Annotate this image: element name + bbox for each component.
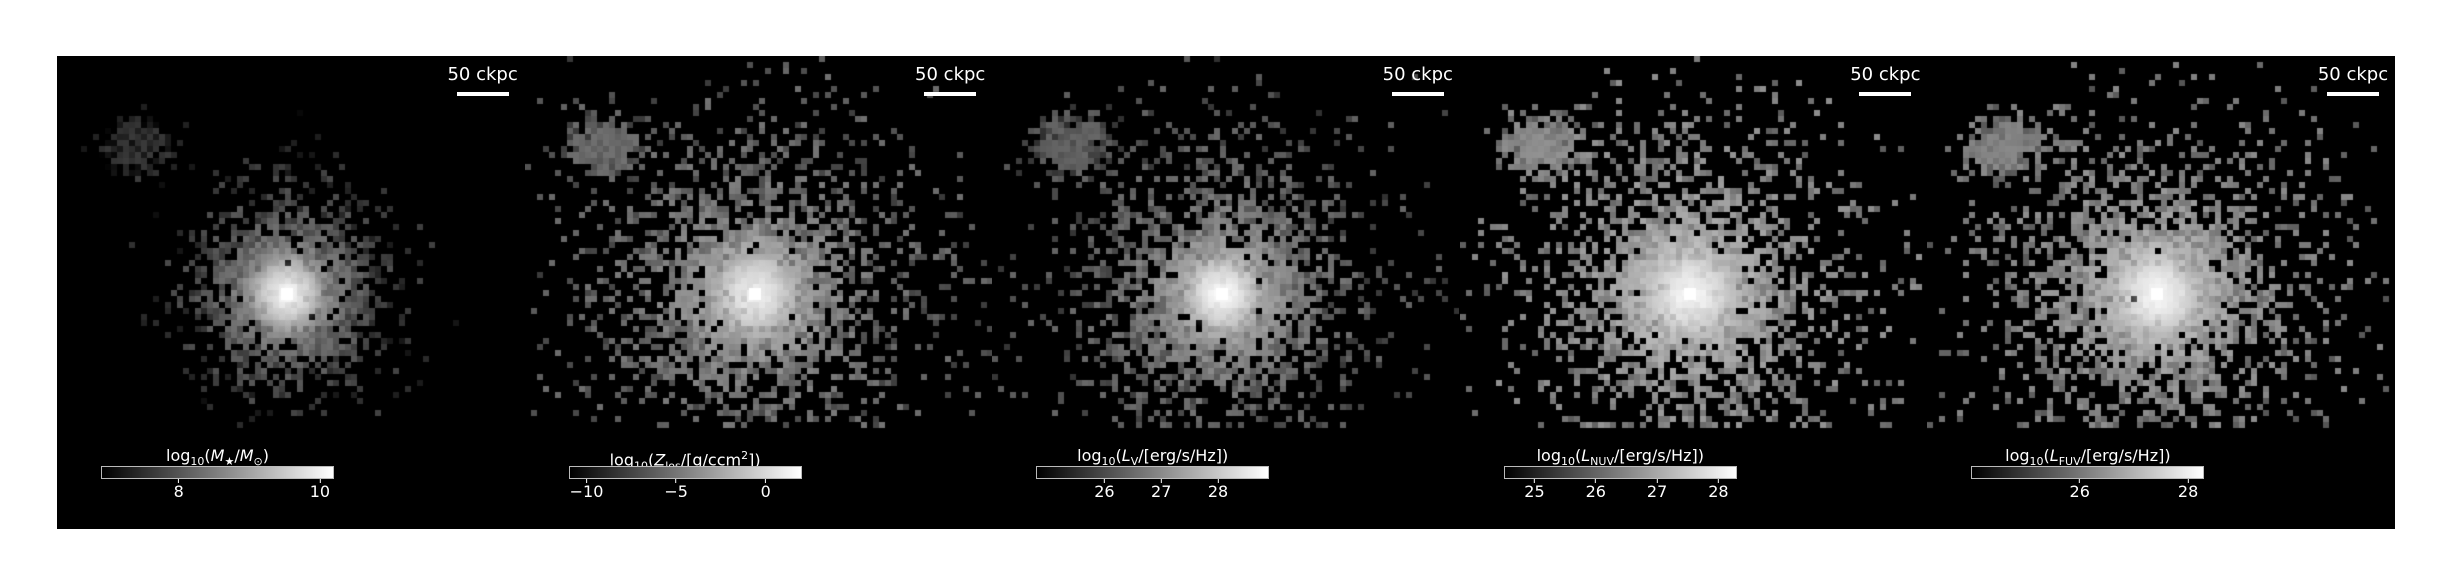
colorbar-ticks: 25 26 27 28	[1504, 479, 1737, 503]
colorbar-label: log10(LFUV/[erg/s/Hz])	[2005, 446, 2171, 469]
panel-stellar-mass: 50 ckpc log10(M★/M⊙) 8 10	[57, 56, 525, 529]
colorbar-tick: 27	[1151, 479, 1171, 501]
scale-bar-line	[2326, 92, 2379, 96]
colorbar-tick: 28	[1708, 479, 1729, 501]
colorbar-ticks: 26 28	[1971, 479, 2204, 503]
stellar-mass-map	[57, 56, 524, 529]
scale-bar-line	[1859, 92, 1912, 96]
panel-luminosity-fuv: 50 ckpc log10(LFUV/[erg/s/Hz]) 26 28	[1927, 56, 2395, 529]
scale-bar-label: 50 ckpc	[915, 64, 986, 85]
colorbar: log10(LNUV/[erg/s/Hz]) 25 26 27 28	[1503, 446, 1737, 503]
scale-bar-line	[1391, 92, 1444, 96]
scale-bar: 50 ckpc	[1850, 64, 1921, 96]
colorbar-label: log10(Zlos/[g/ccm2])	[609, 449, 761, 473]
scale-bar: 50 ckpc	[1383, 64, 1453, 96]
scale-bar: 50 ckpc	[915, 64, 985, 96]
fuv-luminosity-map	[1927, 56, 2395, 529]
colorbar-gradient	[101, 466, 334, 479]
colorbar-label: log10(LNUV/[erg/s/Hz])	[1536, 446, 1704, 469]
scale-bar-line	[456, 92, 509, 96]
colorbar-tick: 26	[1094, 479, 1115, 501]
scale-bar-label: 50 ckpc	[1850, 64, 1921, 85]
panel-metallicity-los: 50 ckpc log10(Zlos/[g/ccm2]) −10 −5 0	[524, 56, 993, 529]
colorbar-gradient	[1036, 466, 1270, 479]
colorbar-gradient	[1971, 466, 2205, 479]
colorbar-tick: 28	[1208, 479, 1228, 501]
colorbar-tick: 27	[1647, 479, 1667, 501]
colorbar-tick: 10	[310, 479, 330, 501]
scale-bar: 50 ckpc	[447, 64, 518, 96]
colorbar-ticks: 26 27 28	[1036, 479, 1269, 503]
nuv-luminosity-map	[1459, 56, 1927, 529]
metallicity-map	[524, 56, 992, 529]
colorbar-gradient	[568, 466, 802, 479]
colorbar: log10(LV/[erg/s/Hz]) 26 27 28	[1036, 446, 1270, 503]
colorbar: log10(LFUV/[erg/s/Hz]) 26 28	[1971, 446, 2205, 503]
v-band-luminosity-map	[992, 56, 1460, 529]
colorbar-gradient	[1503, 466, 1737, 479]
colorbar-tick: 25	[1524, 479, 1545, 501]
colorbar-ticks: 8 10	[101, 479, 334, 503]
panel-luminosity-nuv: 50 ckpc log10(LNUV/[erg/s/Hz]) 25 26 27 …	[1459, 56, 1928, 529]
colorbar: log10(Zlos/[g/ccm2]) −10 −5 0	[568, 446, 802, 503]
colorbar-tick: 8	[174, 479, 184, 501]
colorbar-tick: 26	[1586, 479, 1606, 501]
colorbar-tick: −5	[664, 479, 688, 501]
colorbar-ticks: −10 −5 0	[569, 479, 802, 503]
colorbar-tick: 28	[2178, 479, 2198, 501]
scale-bar-label: 50 ckpc	[2317, 64, 2389, 85]
scale-bar-line	[924, 92, 977, 96]
colorbar-tick: −10	[570, 479, 603, 501]
panel-luminosity-v: 50 ckpc log10(LV/[erg/s/Hz]) 26 27 28	[992, 56, 1460, 529]
colorbar-label: log10(LV/[erg/s/Hz])	[1077, 446, 1229, 469]
colorbar-tick: 26	[2070, 479, 2090, 501]
figure-strip: 50 ckpc log10(M★/M⊙) 8 10 50 ckpc log10(…	[57, 56, 2395, 529]
scale-bar: 50 ckpc	[2318, 64, 2388, 96]
colorbar: log10(M★/M⊙) 8 10	[101, 446, 334, 503]
colorbar-label: log10(M★/M⊙)	[166, 446, 269, 469]
scale-bar-label: 50 ckpc	[1382, 64, 1453, 85]
colorbar-tick: 0	[761, 479, 771, 501]
scale-bar-label: 50 ckpc	[447, 64, 518, 85]
